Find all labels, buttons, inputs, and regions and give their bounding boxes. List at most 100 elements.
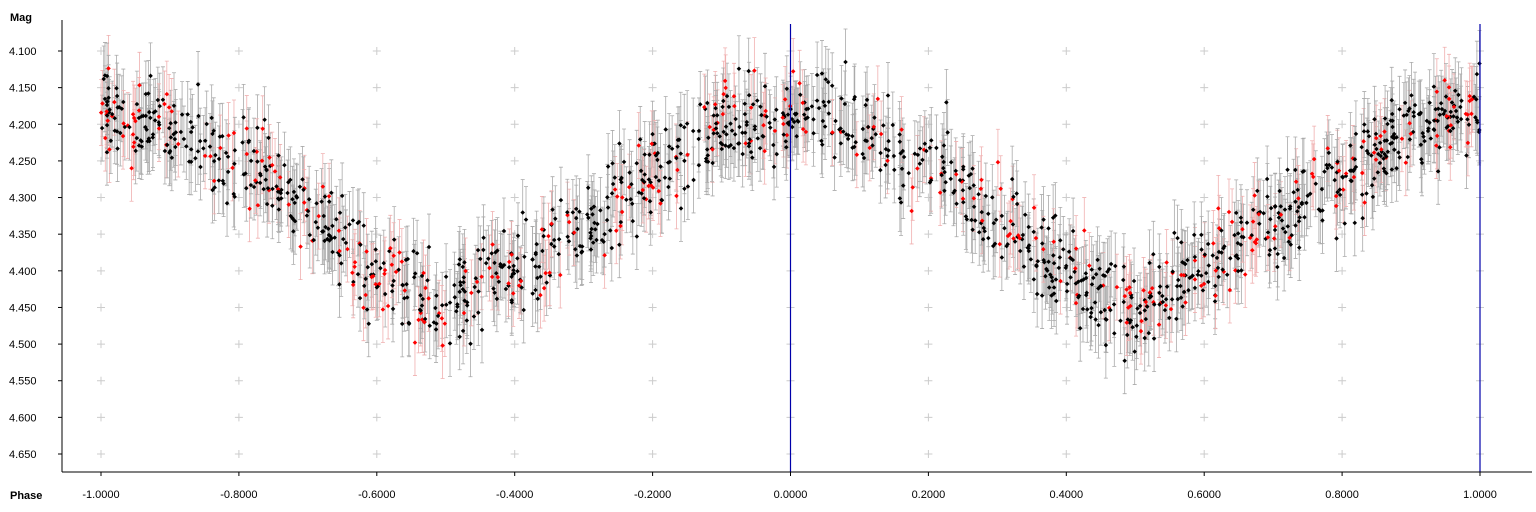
- data-point: [195, 149, 201, 154]
- data-point: [1389, 97, 1394, 103]
- data-point: [530, 291, 535, 296]
- data-point: [1088, 310, 1094, 316]
- data-point: [1397, 107, 1402, 112]
- grid-plus: [234, 230, 243, 239]
- data-point: [164, 91, 170, 97]
- grid-plus: [510, 83, 519, 92]
- data-point: [1216, 206, 1221, 211]
- data-point: [1385, 121, 1390, 127]
- grid-plus: [1062, 120, 1071, 129]
- grid-plus: [97, 266, 105, 275]
- grid-plus: [1338, 47, 1347, 55]
- grid-plus: [1338, 340, 1347, 349]
- data-point: [489, 251, 494, 256]
- data-point: [298, 244, 303, 249]
- data-point: [1041, 217, 1046, 222]
- data-point: [364, 249, 369, 254]
- data-point: [543, 270, 548, 276]
- x-tick-label: 0.6000: [1187, 489, 1221, 501]
- data-point: [1047, 285, 1052, 290]
- data-point: [483, 260, 489, 266]
- data-point: [319, 199, 324, 204]
- data-point: [1402, 100, 1408, 106]
- data-point: [1035, 258, 1041, 264]
- data-point: [1361, 129, 1367, 134]
- data-point: [390, 283, 395, 288]
- data-point: [736, 66, 742, 72]
- data-point: [983, 193, 989, 199]
- data-point: [511, 267, 516, 273]
- data-point: [369, 261, 375, 267]
- data-point: [330, 223, 335, 229]
- grid-plus: [648, 450, 657, 458]
- data-point: [910, 185, 915, 190]
- data-point: [878, 131, 884, 137]
- data-point: [1390, 124, 1395, 130]
- data-point: [1381, 166, 1387, 171]
- data-point: [1022, 212, 1028, 218]
- data-point: [1244, 220, 1250, 225]
- data-point: [1451, 104, 1457, 110]
- data-point: [103, 135, 108, 141]
- data-point: [602, 252, 607, 258]
- data-point: [510, 291, 516, 296]
- data-point: [1272, 227, 1278, 233]
- data-point: [1058, 278, 1063, 284]
- data-point: [1396, 150, 1401, 155]
- data-point: [204, 121, 209, 127]
- data-point: [255, 125, 260, 131]
- grid-plus: [1200, 47, 1209, 55]
- data-point: [501, 228, 507, 234]
- data-point: [1195, 272, 1201, 278]
- data-point: [610, 161, 615, 166]
- x-tick-label: -0.2000: [634, 489, 671, 501]
- data-point: [1434, 89, 1440, 94]
- data-point: [678, 206, 684, 211]
- data-point: [1377, 160, 1383, 166]
- data-point: [621, 159, 627, 165]
- data-point: [1353, 131, 1359, 137]
- data-point: [248, 158, 254, 164]
- data-point: [1449, 100, 1455, 105]
- data-point: [148, 115, 153, 121]
- data-point: [1039, 293, 1045, 298]
- data-point: [150, 132, 156, 137]
- grid-plus: [1062, 156, 1071, 165]
- data-point: [681, 125, 687, 130]
- data-point: [297, 184, 303, 189]
- data-point: [535, 296, 540, 301]
- data-point: [1437, 145, 1442, 150]
- data-point: [1297, 245, 1302, 250]
- data-point: [481, 235, 486, 241]
- grid-plus: [1062, 340, 1071, 349]
- y-tick-label: 4.500: [9, 339, 37, 351]
- data-point: [1068, 275, 1073, 280]
- data-point: [746, 68, 751, 74]
- data-point: [520, 210, 525, 215]
- data-point: [337, 210, 343, 216]
- data-point: [720, 104, 725, 110]
- data-point: [1031, 277, 1037, 282]
- data-point: [998, 186, 1003, 192]
- data-point: [704, 147, 710, 152]
- data-point: [1351, 168, 1356, 174]
- data-point: [385, 303, 391, 309]
- data-point: [261, 186, 266, 192]
- data-point: [1103, 342, 1109, 348]
- data-point: [156, 114, 162, 120]
- data-point: [1200, 288, 1206, 293]
- data-point: [1403, 160, 1409, 165]
- y-tick-label: 4.300: [9, 193, 37, 205]
- data-point: [1296, 204, 1302, 210]
- data-point: [1010, 222, 1016, 227]
- data-point: [1464, 153, 1469, 158]
- grid-plus: [1200, 156, 1209, 165]
- data-point: [112, 99, 117, 105]
- data-point: [1273, 224, 1278, 229]
- data-point: [411, 275, 417, 280]
- y-axis-title: Mag: [10, 12, 32, 24]
- data-point: [109, 111, 115, 117]
- data-point: [472, 284, 477, 290]
- data-point: [544, 280, 549, 285]
- data-point: [1362, 122, 1367, 127]
